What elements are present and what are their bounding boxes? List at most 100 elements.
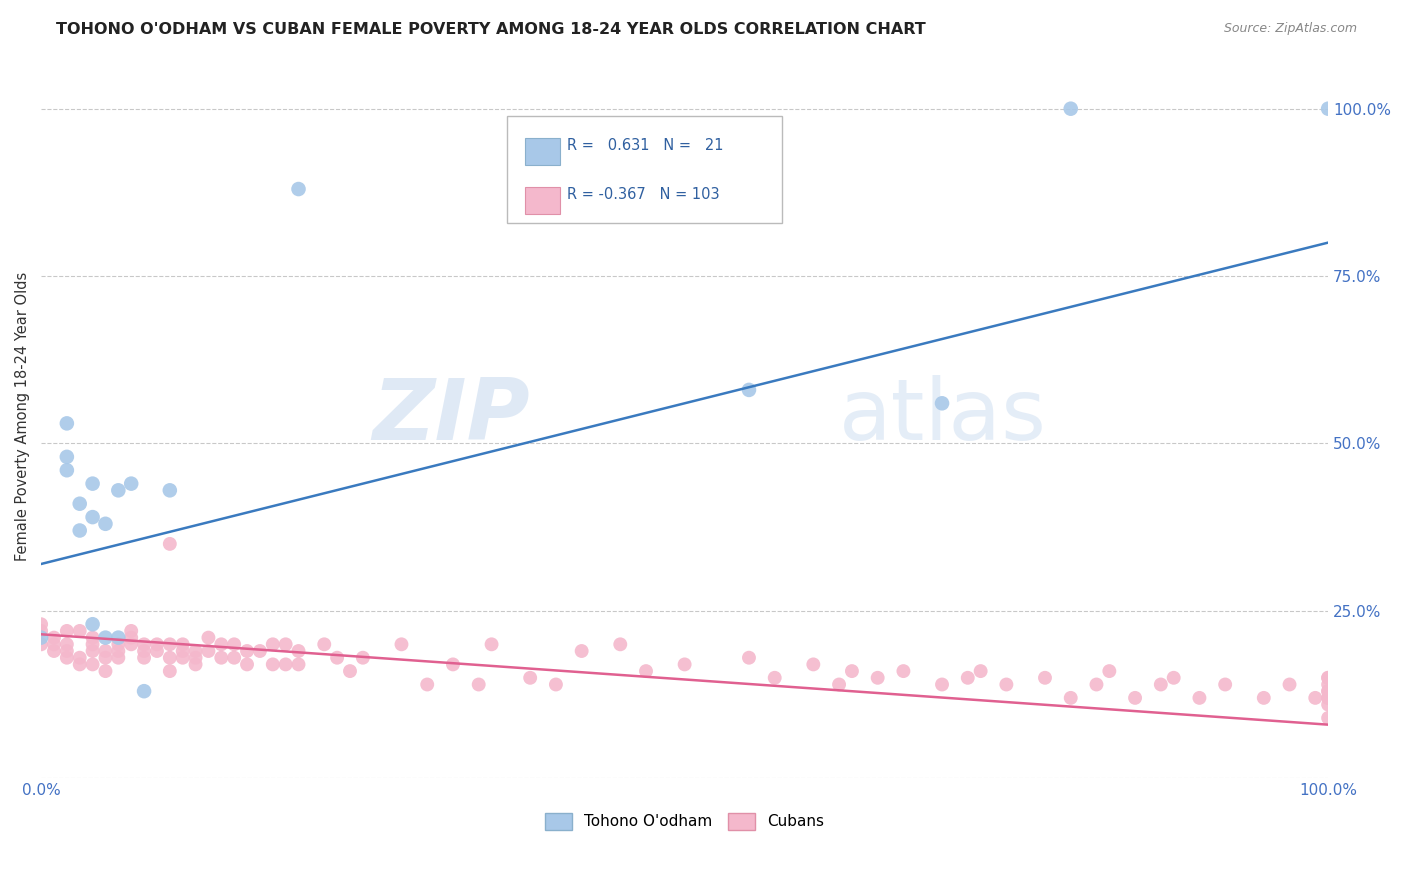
Point bbox=[314, 637, 336, 651]
Point bbox=[287, 644, 309, 658]
Point bbox=[69, 657, 91, 672]
Text: Source: ZipAtlas.com: Source: ZipAtlas.com bbox=[1223, 22, 1357, 36]
Point bbox=[956, 671, 979, 685]
Point bbox=[1317, 711, 1340, 725]
Point bbox=[94, 631, 117, 645]
Point bbox=[1098, 664, 1121, 678]
Point bbox=[146, 644, 169, 658]
Point bbox=[519, 671, 541, 685]
Point bbox=[120, 631, 142, 645]
Point bbox=[82, 510, 104, 524]
Point bbox=[82, 644, 104, 658]
Point bbox=[339, 664, 361, 678]
Point bbox=[828, 677, 851, 691]
Point bbox=[132, 684, 155, 698]
Point bbox=[1213, 677, 1236, 691]
Point bbox=[120, 624, 142, 638]
Point bbox=[56, 624, 79, 638]
Point bbox=[995, 677, 1018, 691]
Point bbox=[893, 664, 915, 678]
Point bbox=[326, 650, 349, 665]
Text: R = -0.367   N = 103: R = -0.367 N = 103 bbox=[567, 186, 720, 202]
Point bbox=[1253, 690, 1275, 705]
Point bbox=[159, 664, 181, 678]
Point bbox=[82, 617, 104, 632]
Point bbox=[159, 483, 181, 498]
Point bbox=[94, 644, 117, 658]
Point bbox=[30, 631, 52, 645]
Point bbox=[184, 650, 207, 665]
Point bbox=[94, 650, 117, 665]
Point bbox=[1317, 684, 1340, 698]
Point bbox=[931, 677, 953, 691]
Point bbox=[571, 644, 593, 658]
Point bbox=[1317, 690, 1340, 705]
Point bbox=[236, 657, 259, 672]
Point bbox=[107, 483, 129, 498]
Point bbox=[763, 671, 786, 685]
Point bbox=[1317, 671, 1340, 685]
Point bbox=[224, 650, 246, 665]
Point bbox=[94, 664, 117, 678]
Point bbox=[82, 657, 104, 672]
Point bbox=[82, 637, 104, 651]
Point bbox=[544, 677, 567, 691]
Point bbox=[249, 644, 271, 658]
Point bbox=[82, 476, 104, 491]
Point bbox=[56, 637, 79, 651]
Point bbox=[56, 417, 79, 431]
Point bbox=[287, 182, 309, 196]
Point bbox=[172, 644, 194, 658]
Point bbox=[184, 657, 207, 672]
Point bbox=[30, 624, 52, 638]
Point bbox=[132, 637, 155, 651]
Point bbox=[609, 637, 631, 651]
Point bbox=[69, 650, 91, 665]
Point bbox=[30, 637, 52, 651]
Point bbox=[1060, 690, 1083, 705]
Point bbox=[262, 637, 284, 651]
Point bbox=[42, 637, 65, 651]
Point bbox=[82, 631, 104, 645]
Point bbox=[209, 637, 232, 651]
Point bbox=[107, 644, 129, 658]
Point bbox=[56, 650, 79, 665]
Point bbox=[94, 516, 117, 531]
Point bbox=[69, 624, 91, 638]
Point bbox=[801, 657, 824, 672]
Point bbox=[416, 677, 439, 691]
Point bbox=[274, 637, 297, 651]
Point bbox=[120, 637, 142, 651]
Point bbox=[236, 644, 259, 658]
Point bbox=[159, 637, 181, 651]
Point bbox=[738, 650, 761, 665]
Point bbox=[120, 476, 142, 491]
Point bbox=[132, 644, 155, 658]
Point bbox=[1060, 102, 1083, 116]
Y-axis label: Female Poverty Among 18-24 Year Olds: Female Poverty Among 18-24 Year Olds bbox=[15, 272, 30, 561]
Point bbox=[56, 463, 79, 477]
Text: ZIP: ZIP bbox=[373, 376, 530, 458]
Point bbox=[1163, 671, 1185, 685]
Point bbox=[352, 650, 374, 665]
Point bbox=[107, 631, 129, 645]
Text: TOHONO O'ODHAM VS CUBAN FEMALE POVERTY AMONG 18-24 YEAR OLDS CORRELATION CHART: TOHONO O'ODHAM VS CUBAN FEMALE POVERTY A… bbox=[56, 22, 927, 37]
Point bbox=[1317, 671, 1340, 685]
Point bbox=[866, 671, 889, 685]
Point bbox=[56, 644, 79, 658]
Point bbox=[391, 637, 413, 651]
Point bbox=[738, 383, 761, 397]
Point bbox=[841, 664, 863, 678]
Point bbox=[262, 657, 284, 672]
Point bbox=[634, 664, 657, 678]
Point bbox=[274, 657, 297, 672]
Point bbox=[1278, 677, 1301, 691]
Point bbox=[42, 631, 65, 645]
Point bbox=[42, 644, 65, 658]
Point bbox=[197, 644, 219, 658]
Point bbox=[56, 450, 79, 464]
Point bbox=[184, 644, 207, 658]
Point bbox=[132, 650, 155, 665]
Point bbox=[197, 631, 219, 645]
Point bbox=[30, 617, 52, 632]
